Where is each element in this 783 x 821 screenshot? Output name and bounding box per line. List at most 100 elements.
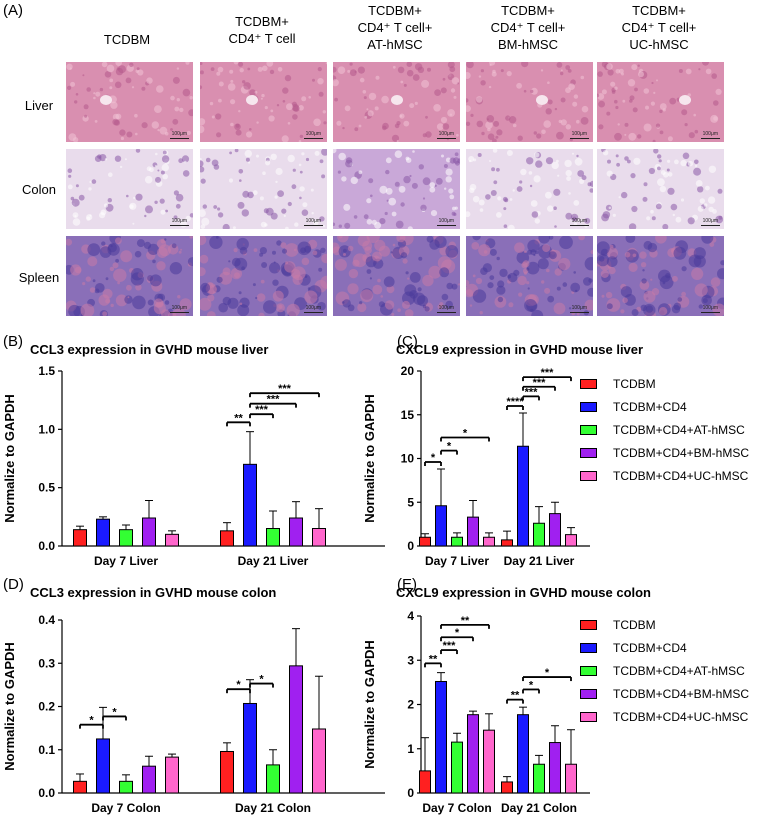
bar (142, 765, 156, 794)
y-axis-label: Normalize to GAPDH (362, 640, 377, 769)
y-tick-label: 0.2 (38, 700, 55, 714)
legend-item: TCDBM+CD4 (580, 395, 749, 418)
chart-svg: CXCL9 expression in GVHD mouse liver Norm… (362, 342, 643, 568)
bar (517, 714, 529, 794)
bar (483, 536, 495, 547)
histology-column-header: TCDBM+ CD4⁺ T cell+ AT-hMSC (357, 3, 433, 52)
chart-title: CXCL9 expression in GVHD mouse liver (396, 342, 643, 357)
legend-label: TCDBM+CD4+UC-hMSC (613, 709, 749, 724)
legend-swatch (580, 688, 597, 699)
scale-bar: 100μm (700, 305, 720, 313)
significance-label: * (259, 674, 264, 686)
scale-bar: 100μm (436, 131, 456, 139)
significance-label: ** (234, 412, 243, 424)
scale-bar: 100μm (169, 218, 189, 226)
significance-label: * (455, 627, 460, 639)
chart-title: CXCL9 expression in GVHD mouse colon (396, 585, 651, 600)
bar (220, 750, 234, 794)
scale-bar: 100μm (569, 131, 589, 139)
histology-image: 100μm (597, 149, 724, 229)
bar (419, 770, 431, 794)
panel-label-e: (E) (397, 576, 417, 593)
significance-label: ** (429, 653, 438, 665)
scale-bar: 100μm (169, 131, 189, 139)
bar (96, 738, 110, 794)
histology-column-header: TCDBM+ CD4⁺ T cell (228, 14, 296, 46)
x-tick-label: Day 7 Liver (425, 554, 489, 568)
significance-label: ** (511, 690, 520, 702)
bar (435, 680, 447, 794)
bar (467, 516, 479, 547)
legend-label: TCDBM+CD4 (613, 399, 687, 414)
legend-label: TCDBM+CD4+BM-hMSC (613, 686, 750, 701)
x-tick-label: Day 21 Liver (504, 554, 575, 568)
significance-label: * (112, 706, 117, 718)
x-tick-label: Day 7 Colon (91, 801, 160, 815)
legend-item: TCDBM+CD4+BM-hMSC (580, 441, 749, 464)
scale-bar: 100μm (303, 218, 323, 226)
histology-column-header: TCDBM+ CD4⁺ T cell+ BM-hMSC (490, 3, 566, 52)
significance-label: * (236, 679, 241, 691)
y-tick-label: 0 (407, 539, 414, 553)
legend-item: TCDBM+CD4+AT-hMSC (580, 418, 749, 441)
y-tick-label: 0 (407, 786, 414, 800)
panel-label-d: (D) (3, 576, 24, 593)
legend-label: TCDBM+CD4+UC-hMSC (613, 468, 749, 483)
chart-title: CCL3 expression in GVHD mouse colon (30, 585, 276, 600)
bar (119, 529, 133, 547)
histology-column-header: TCDBM+ CD4⁺ T cell+ UC-hMSC (621, 3, 697, 52)
bar (289, 517, 303, 547)
x-tick-label: Day 21 Colon (235, 801, 311, 815)
histology-image: 100μm (466, 62, 593, 142)
bar (451, 741, 463, 794)
significance-label: *** (533, 377, 547, 389)
y-tick-label: 4 (407, 609, 414, 623)
scale-bar: 100μm (303, 131, 323, 139)
histology-row-header: Spleen (18, 270, 60, 285)
panel-label-c: (C) (397, 333, 418, 350)
x-tick-label: Day 21 Colon (501, 801, 577, 815)
y-tick-label: 0.3 (38, 656, 55, 670)
legend-swatch (580, 665, 597, 676)
x-tick-label: Day 7 Colon (422, 801, 491, 815)
bar (165, 533, 179, 547)
y-tick-label: 3 (407, 653, 414, 667)
chart-cxcl9-liver: CXCL9 expression in GVHD mouse liver Norm… (362, 340, 643, 570)
y-tick-label: 2 (407, 698, 414, 712)
significance-label: *** (278, 383, 292, 395)
histology-image: 100μm (200, 149, 327, 229)
histology-image: 100μm (333, 149, 460, 229)
legend-label: TCDBM+CD4+BM-hMSC (613, 445, 750, 460)
y-tick-label: 0.0 (38, 786, 55, 800)
bar (451, 536, 463, 547)
bar (266, 528, 280, 547)
legend-item: TCDBM (580, 613, 749, 636)
bar (501, 781, 513, 794)
histology-image: 100μm (333, 62, 460, 142)
bar (243, 702, 257, 794)
y-tick-label: 0.0 (38, 539, 55, 553)
legend-swatch (580, 424, 597, 435)
bar (165, 756, 179, 794)
legend-label: TCDBM (613, 617, 656, 632)
y-tick-label: 1 (407, 742, 414, 756)
y-axis-label: Normalize to GAPDH (362, 394, 377, 523)
legend-swatch (580, 470, 597, 481)
histology-image: 100μm (333, 236, 460, 316)
legend-label: TCDBM+CD4+AT-hMSC (613, 663, 745, 678)
legend-item: TCDBM+CD4+UC-hMSC (580, 705, 749, 728)
legend-swatch (580, 642, 597, 653)
legend-label: TCDBM (613, 376, 656, 391)
bar (289, 665, 303, 794)
significance-label: * (463, 428, 468, 440)
y-tick-label: 0.4 (38, 613, 55, 627)
histology-image: 100μm (66, 62, 193, 142)
bar (501, 539, 513, 547)
chart-cxcl9-colon: CXCL9 expression in GVHD mouse colon Norm… (362, 583, 651, 816)
legend-swatch (580, 711, 597, 722)
y-tick-label: 0.5 (38, 481, 55, 495)
y-tick-label: 5 (407, 495, 414, 509)
bar (483, 729, 495, 794)
chart-ccl3-liver: CCL3 expression in GVHD mouse liver Norma… (0, 340, 390, 570)
significance-label: *** (525, 386, 539, 398)
